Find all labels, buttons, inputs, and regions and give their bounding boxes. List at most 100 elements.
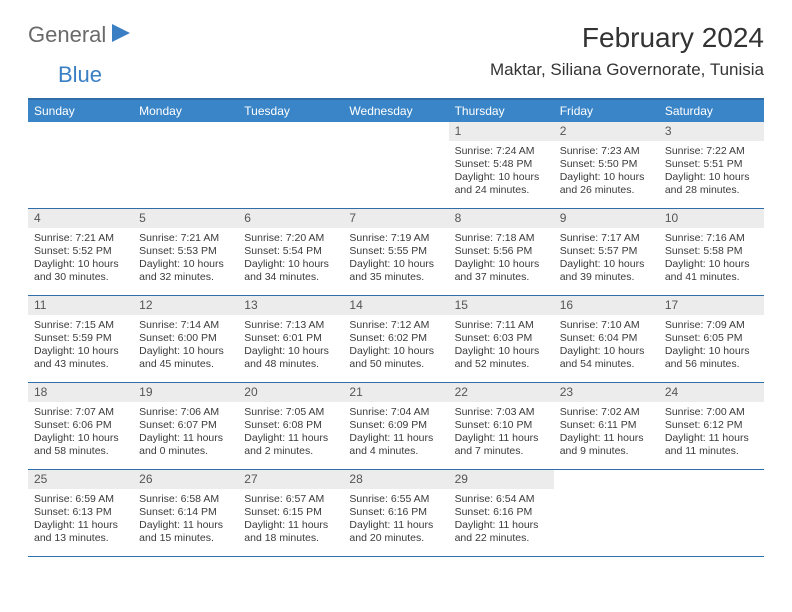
day-body: Sunrise: 7:11 AMSunset: 6:03 PMDaylight:… xyxy=(449,317,554,376)
day-cell: 28Sunrise: 6:55 AMSunset: 6:16 PMDayligh… xyxy=(343,470,448,556)
day-cell: 4Sunrise: 7:21 AMSunset: 5:52 PMDaylight… xyxy=(28,209,133,295)
day-cell xyxy=(238,122,343,208)
day-line-ss: Sunset: 5:54 PM xyxy=(244,245,337,258)
day-line-d2: and 13 minutes. xyxy=(34,532,127,545)
day-cell: 11Sunrise: 7:15 AMSunset: 5:59 PMDayligh… xyxy=(28,296,133,382)
day-body: Sunrise: 7:19 AMSunset: 5:55 PMDaylight:… xyxy=(343,230,448,289)
day-line-d1: Daylight: 10 hours xyxy=(139,345,232,358)
day-line-d1: Daylight: 11 hours xyxy=(139,432,232,445)
day-line-d1: Daylight: 10 hours xyxy=(139,258,232,271)
day-cell: 13Sunrise: 7:13 AMSunset: 6:01 PMDayligh… xyxy=(238,296,343,382)
day-body: Sunrise: 7:03 AMSunset: 6:10 PMDaylight:… xyxy=(449,404,554,463)
day-number: 15 xyxy=(449,296,554,315)
dow-cell: Saturday xyxy=(659,100,764,122)
day-number: 12 xyxy=(133,296,238,315)
day-body: Sunrise: 7:00 AMSunset: 6:12 PMDaylight:… xyxy=(659,404,764,463)
day-line-sr: Sunrise: 7:10 AM xyxy=(560,319,653,332)
day-number: 18 xyxy=(28,383,133,402)
day-line-d2: and 45 minutes. xyxy=(139,358,232,371)
logo-text-blue: Blue xyxy=(58,62,102,87)
day-line-d2: and 7 minutes. xyxy=(455,445,548,458)
day-cell: 20Sunrise: 7:05 AMSunset: 6:08 PMDayligh… xyxy=(238,383,343,469)
day-number: 9 xyxy=(554,209,659,228)
day-body: Sunrise: 7:13 AMSunset: 6:01 PMDaylight:… xyxy=(238,317,343,376)
day-cell: 24 Sunrise: 7:00 AMSunset: 6:12 PMDayligh… xyxy=(659,383,764,469)
day-body: Sunrise: 7:23 AMSunset: 5:50 PMDaylight:… xyxy=(554,143,659,202)
day-line-ss: Sunset: 5:48 PM xyxy=(455,158,548,171)
day-line-sr: Sunrise: 7:00 AM xyxy=(665,406,758,419)
day-cell: 9Sunrise: 7:17 AMSunset: 5:57 PMDaylight… xyxy=(554,209,659,295)
day-line-sr: Sunrise: 7:12 AM xyxy=(349,319,442,332)
day-line-sr: Sunrise: 6:58 AM xyxy=(139,493,232,506)
day-line-d1: Daylight: 10 hours xyxy=(455,258,548,271)
week-row: 11Sunrise: 7:15 AMSunset: 5:59 PMDayligh… xyxy=(28,296,764,383)
day-line-d2: and 22 minutes. xyxy=(455,532,548,545)
week-row: 18Sunrise: 7:07 AMSunset: 6:06 PMDayligh… xyxy=(28,383,764,470)
day-line-ss: Sunset: 6:10 PM xyxy=(455,419,548,432)
day-number: 17 xyxy=(659,296,764,315)
day-line-d2: and 9 minutes. xyxy=(560,445,653,458)
day-cell: 1Sunrise: 7:24 AMSunset: 5:48 PMDaylight… xyxy=(449,122,554,208)
day-body: Sunrise: 7:12 AMSunset: 6:02 PMDaylight:… xyxy=(343,317,448,376)
day-line-d2: and 18 minutes. xyxy=(244,532,337,545)
day-line-ss: Sunset: 6:11 PM xyxy=(560,419,653,432)
day-line-d2: and 0 minutes. xyxy=(139,445,232,458)
day-line-d2: and 43 minutes. xyxy=(34,358,127,371)
day-body: Sunrise: 7:06 AMSunset: 6:07 PMDaylight:… xyxy=(133,404,238,463)
day-line-d1: Daylight: 11 hours xyxy=(455,519,548,532)
day-line-ss: Sunset: 5:56 PM xyxy=(455,245,548,258)
day-line-ss: Sunset: 6:00 PM xyxy=(139,332,232,345)
day-body: Sunrise: 6:58 AMSunset: 6:14 PMDaylight:… xyxy=(133,491,238,550)
day-cell: 22Sunrise: 7:03 AMSunset: 6:10 PMDayligh… xyxy=(449,383,554,469)
day-line-sr: Sunrise: 7:22 AM xyxy=(665,145,758,158)
day-line-sr: Sunrise: 6:54 AM xyxy=(455,493,548,506)
day-line-sr: Sunrise: 7:23 AM xyxy=(560,145,653,158)
day-cell: 5Sunrise: 7:21 AMSunset: 5:53 PMDaylight… xyxy=(133,209,238,295)
day-cell xyxy=(659,470,764,556)
day-line-d1: Daylight: 10 hours xyxy=(665,345,758,358)
day-line-sr: Sunrise: 7:19 AM xyxy=(349,232,442,245)
day-cell: 14Sunrise: 7:12 AMSunset: 6:02 PMDayligh… xyxy=(343,296,448,382)
day-number: 20 xyxy=(238,383,343,402)
day-line-d2: and 32 minutes. xyxy=(139,271,232,284)
day-line-d2: and 37 minutes. xyxy=(455,271,548,284)
day-line-d1: Daylight: 10 hours xyxy=(244,345,337,358)
title-block: February 2024 Maktar, Siliana Governorat… xyxy=(490,22,764,80)
day-body: Sunrise: 7:10 AMSunset: 6:04 PMDaylight:… xyxy=(554,317,659,376)
day-cell: 10Sunrise: 7:16 AMSunset: 5:58 PMDayligh… xyxy=(659,209,764,295)
day-line-sr: Sunrise: 6:59 AM xyxy=(34,493,127,506)
day-cell xyxy=(343,122,448,208)
day-body: Sunrise: 7:20 AMSunset: 5:54 PMDaylight:… xyxy=(238,230,343,289)
day-line-ss: Sunset: 6:02 PM xyxy=(349,332,442,345)
dow-cell: Wednesday xyxy=(343,100,448,122)
day-cell: 6Sunrise: 7:20 AMSunset: 5:54 PMDaylight… xyxy=(238,209,343,295)
logo-text-general: General xyxy=(28,22,106,48)
day-line-d2: and 24 minutes. xyxy=(455,184,548,197)
month-title: February 2024 xyxy=(490,22,764,54)
day-line-d2: and 30 minutes. xyxy=(34,271,127,284)
day-line-ss: Sunset: 5:58 PM xyxy=(665,245,758,258)
day-line-d1: Daylight: 11 hours xyxy=(34,519,127,532)
day-line-ss: Sunset: 5:59 PM xyxy=(34,332,127,345)
dow-cell: Tuesday xyxy=(238,100,343,122)
day-line-ss: Sunset: 6:16 PM xyxy=(349,506,442,519)
day-line-d2: and 35 minutes. xyxy=(349,271,442,284)
day-number: 21 xyxy=(343,383,448,402)
day-line-ss: Sunset: 6:01 PM xyxy=(244,332,337,345)
day-line-d1: Daylight: 11 hours xyxy=(349,432,442,445)
week-row: 25Sunrise: 6:59 AMSunset: 6:13 PMDayligh… xyxy=(28,470,764,557)
day-number: 24 xyxy=(659,383,764,402)
dow-cell: Friday xyxy=(554,100,659,122)
day-line-d2: and 15 minutes. xyxy=(139,532,232,545)
day-body: Sunrise: 7:21 AMSunset: 5:53 PMDaylight:… xyxy=(133,230,238,289)
day-cell: 15 Sunrise: 7:11 AMSunset: 6:03 PMDayligh… xyxy=(449,296,554,382)
day-line-ss: Sunset: 5:51 PM xyxy=(665,158,758,171)
day-line-d2: and 50 minutes. xyxy=(349,358,442,371)
day-line-d1: Daylight: 11 hours xyxy=(349,519,442,532)
day-cell: 18Sunrise: 7:07 AMSunset: 6:06 PMDayligh… xyxy=(28,383,133,469)
day-line-d2: and 54 minutes. xyxy=(560,358,653,371)
day-line-ss: Sunset: 6:16 PM xyxy=(455,506,548,519)
day-cell: 21Sunrise: 7:04 AMSunset: 6:09 PMDayligh… xyxy=(343,383,448,469)
day-line-d1: Daylight: 10 hours xyxy=(455,171,548,184)
day-line-ss: Sunset: 5:50 PM xyxy=(560,158,653,171)
